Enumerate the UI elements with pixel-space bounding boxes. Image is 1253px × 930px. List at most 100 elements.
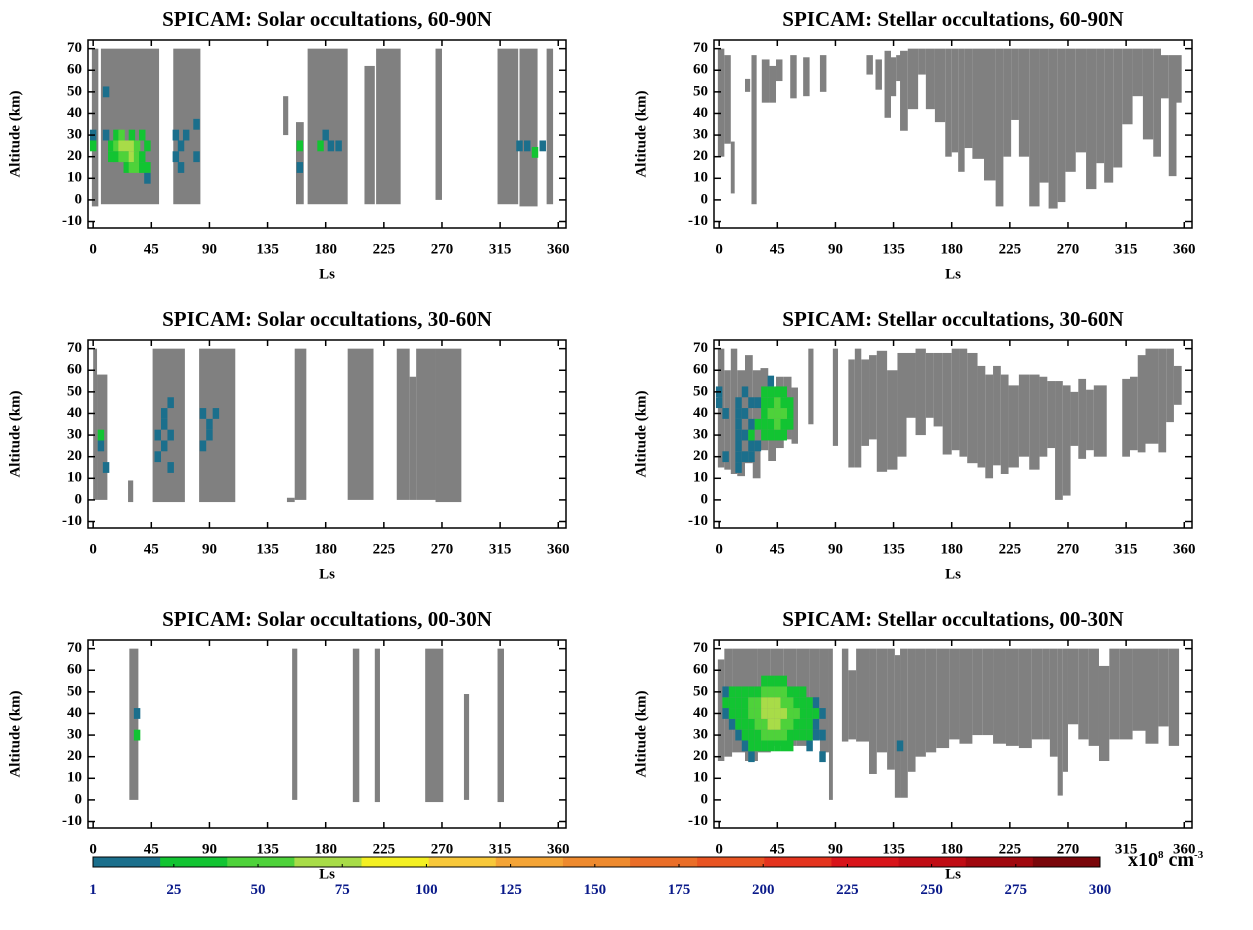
x-tick-label: 45	[770, 541, 785, 557]
y-tick-label: 20	[67, 148, 82, 164]
observation-block	[1093, 385, 1107, 457]
x-tick-label: 180	[314, 541, 337, 557]
observation-block	[900, 50, 908, 131]
density-cell	[516, 140, 523, 152]
observation-block	[959, 348, 968, 457]
y-tick-label: 60	[693, 62, 708, 78]
observation-block	[409, 376, 417, 500]
observation-block	[769, 65, 777, 103]
density-cell	[896, 740, 904, 752]
observation-block	[951, 48, 959, 153]
density-cell	[97, 440, 105, 452]
density-cell	[748, 429, 755, 441]
density-cell	[799, 708, 807, 719]
x-tick-label: 135	[882, 541, 905, 557]
observation-block	[91, 48, 99, 207]
x-tick-label: 0	[89, 841, 97, 857]
density-cell	[799, 718, 807, 730]
density-cell	[735, 729, 742, 741]
observation-block	[841, 648, 849, 742]
density-cell	[761, 418, 768, 430]
x-tick-label: 270	[431, 241, 454, 257]
panel-title: SPICAM: Stellar occultations, 30-60N	[782, 307, 1123, 331]
x-tick-label: 90	[828, 841, 843, 857]
density-cell	[786, 408, 794, 419]
x-tick-label: 360	[1173, 841, 1196, 857]
x-tick-label: 360	[547, 841, 570, 857]
panel-title: SPICAM: Stellar occultations, 00-30N	[782, 607, 1123, 631]
observation-block	[199, 348, 236, 503]
observation-block	[1145, 648, 1159, 744]
observation-block	[887, 648, 895, 770]
observation-block	[292, 648, 298, 800]
observation-block	[887, 370, 898, 470]
y-tick-label: 60	[67, 662, 82, 678]
observation-block	[1029, 48, 1040, 207]
y-tick-label: 0	[75, 491, 83, 507]
density-cell	[780, 418, 787, 430]
density-cell	[735, 397, 742, 409]
y-tick-label: 60	[67, 362, 82, 378]
density-cell	[154, 451, 161, 463]
density-cell	[793, 708, 800, 719]
observation-block	[819, 648, 829, 753]
observation-block	[1132, 48, 1143, 97]
y-tick-label: 0	[75, 791, 83, 807]
y-tick-label: 30	[67, 727, 82, 743]
density-cell	[735, 697, 742, 709]
density-cell	[108, 151, 115, 163]
observation-block	[1176, 55, 1182, 103]
y-tick-label: 50	[693, 383, 708, 399]
observation-block	[751, 55, 757, 205]
density-cell	[748, 740, 755, 752]
observation-block	[925, 48, 935, 110]
observation-block	[307, 48, 348, 205]
observation-block	[967, 352, 978, 464]
observation-block	[1168, 648, 1180, 746]
observation-block	[942, 352, 952, 455]
density-cell	[741, 686, 749, 698]
y-tick-label: 50	[67, 383, 82, 399]
x-tick-label: 0	[89, 541, 97, 557]
density-cell	[735, 451, 742, 463]
observation-block	[915, 648, 926, 757]
density-cell	[806, 708, 813, 719]
x-tick-label: 45	[770, 241, 785, 257]
observation-block	[977, 365, 986, 468]
y-tick-label: 50	[67, 683, 82, 699]
observation-block	[918, 48, 926, 75]
density-cell	[113, 129, 120, 141]
density-cell	[139, 162, 146, 173]
density-cell	[722, 708, 729, 719]
observation-block	[435, 348, 462, 503]
density-cell	[741, 451, 749, 463]
density-cell	[806, 729, 813, 741]
y-tick-label: 40	[693, 705, 708, 721]
density-cell	[741, 718, 749, 730]
y-tick-label: 20	[67, 748, 82, 764]
colorbar-frame	[92, 856, 1101, 868]
density-cell	[780, 718, 787, 730]
y-tick-label: -10	[62, 213, 82, 229]
observation-block	[717, 659, 725, 762]
observation-block	[809, 648, 820, 740]
density-cell	[799, 729, 807, 741]
observation-block	[1065, 48, 1076, 172]
density-cell	[128, 151, 136, 163]
density-cell	[182, 129, 190, 141]
density-cell	[812, 729, 820, 741]
x-tick-label: 90	[828, 241, 843, 257]
density-cell	[212, 408, 220, 419]
observation-block	[949, 648, 960, 740]
observation-block	[1104, 48, 1114, 183]
observation-block	[1067, 648, 1079, 725]
y-tick-label: 30	[67, 427, 82, 443]
density-cell	[774, 386, 781, 398]
observation-block	[376, 48, 401, 205]
x-tick-label: 90	[202, 841, 217, 857]
observation-block	[1098, 665, 1110, 762]
density-cell	[819, 751, 826, 763]
density-cell	[786, 418, 794, 430]
observation-block	[1153, 48, 1161, 157]
observation-block	[861, 359, 870, 446]
